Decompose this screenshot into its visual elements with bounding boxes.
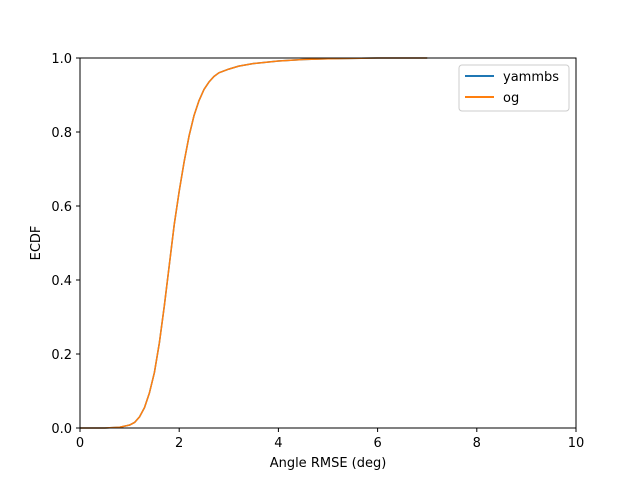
legend: yammbs og — [458, 64, 570, 112]
legend-label-yammbs: yammbs — [503, 70, 559, 85]
x-tick-label: 0 — [76, 436, 84, 451]
series-line-og — [80, 57, 428, 429]
series-layer — [80, 57, 428, 429]
y-tick-label: 0.2 — [51, 348, 72, 363]
y-tick-label: 0.8 — [51, 126, 72, 141]
x-tick-label: 2 — [175, 436, 183, 451]
y-axis-ticks: 0.0 0.2 0.4 0.6 0.8 1.0 — [51, 52, 80, 437]
x-tick-label: 10 — [568, 436, 585, 451]
x-axis-label: Angle RMSE (deg) — [270, 456, 387, 471]
y-axis-label: ECDF — [29, 226, 44, 261]
y-tick-label: 1.0 — [51, 52, 72, 67]
y-tick-label: 0.4 — [51, 274, 72, 289]
x-tick-label: 8 — [473, 436, 481, 451]
x-tick-label: 4 — [274, 436, 282, 451]
legend-label-og: og — [503, 91, 519, 106]
y-tick-label: 0.6 — [51, 200, 72, 215]
plot-area — [80, 58, 576, 428]
y-tick-label: 0.0 — [51, 422, 72, 437]
x-tick-label: 6 — [373, 436, 381, 451]
x-axis-ticks: 0 2 4 6 8 10 — [76, 428, 584, 451]
plot-frame — [79, 57, 577, 429]
